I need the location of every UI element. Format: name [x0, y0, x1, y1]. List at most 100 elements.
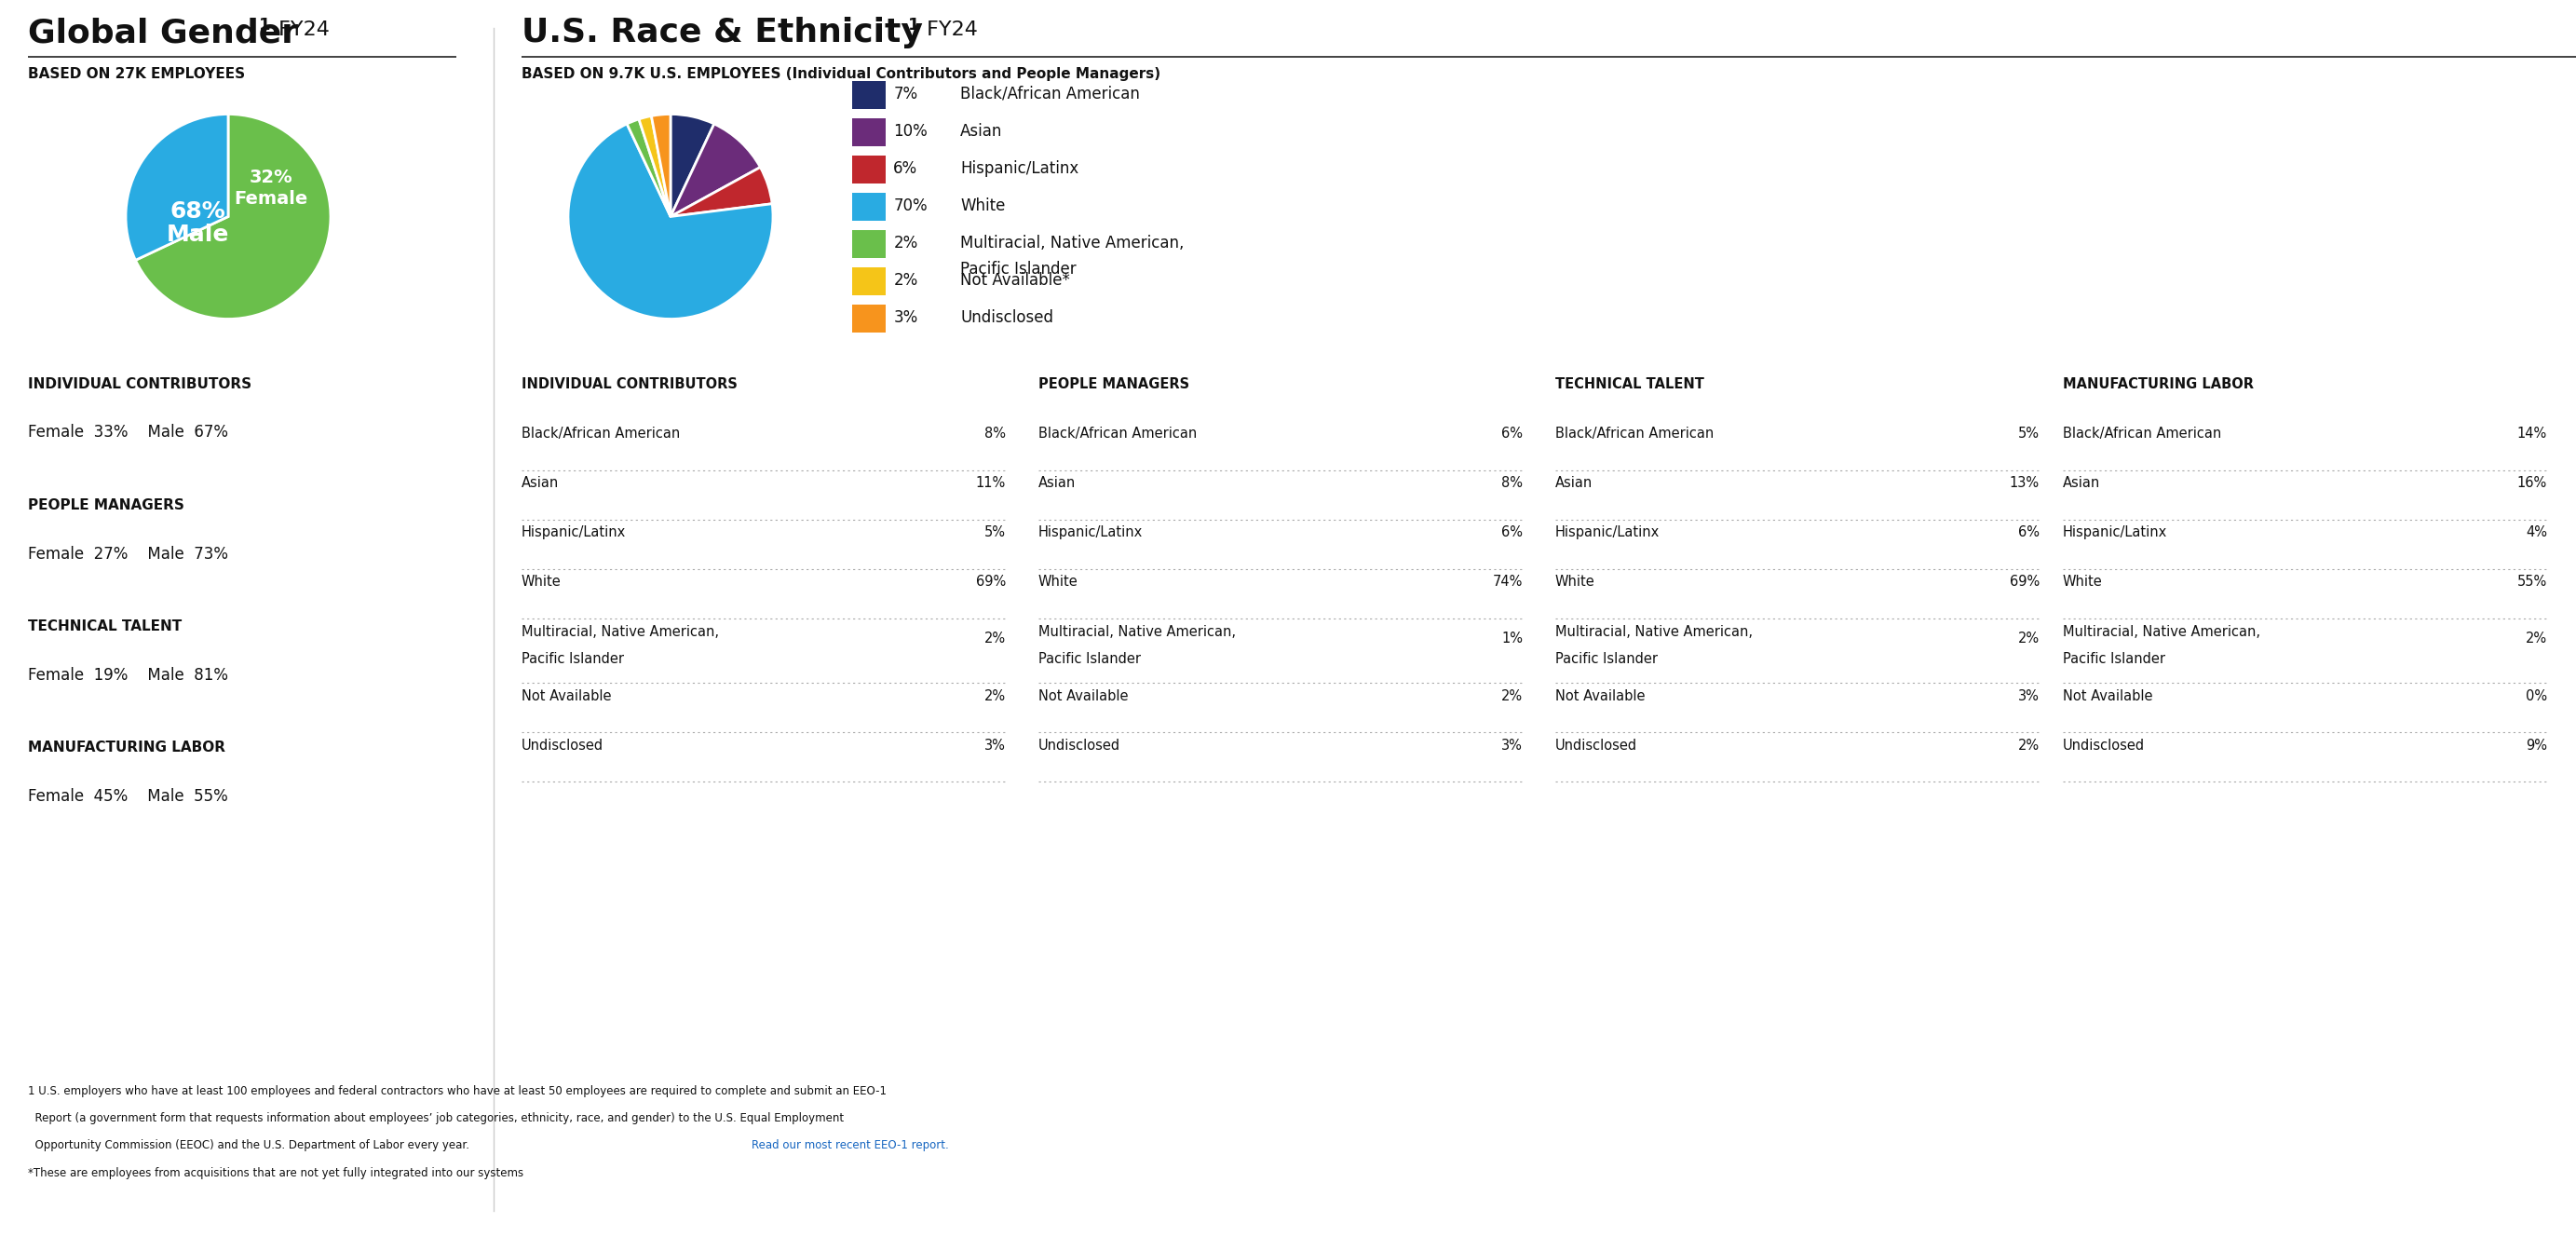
Text: Undisclosed: Undisclosed: [1038, 738, 1121, 752]
Text: MANUFACTURING LABOR: MANUFACTURING LABOR: [28, 741, 224, 755]
Wedge shape: [652, 114, 670, 216]
Wedge shape: [626, 119, 670, 216]
Text: 2%: 2%: [2017, 738, 2040, 752]
Text: 2%: 2%: [894, 235, 917, 251]
Wedge shape: [639, 116, 670, 216]
Text: 6%: 6%: [2017, 526, 2040, 539]
Wedge shape: [670, 124, 760, 216]
Text: 6%: 6%: [1502, 427, 1522, 440]
Text: Asian: Asian: [520, 476, 559, 490]
Text: FY24: FY24: [273, 21, 330, 40]
Text: Black/African American: Black/African American: [520, 427, 680, 440]
Text: White: White: [961, 197, 1005, 214]
Wedge shape: [126, 114, 229, 260]
Text: BASED ON 9.7K U.S. EMPLOYEES (Individual Contributors and People Managers): BASED ON 9.7K U.S. EMPLOYEES (Individual…: [520, 67, 1162, 82]
Text: Female  33%    Male  67%: Female 33% Male 67%: [28, 424, 229, 442]
Text: 1: 1: [907, 17, 920, 33]
Text: 2%: 2%: [1502, 689, 1522, 703]
Text: INDIVIDUAL CONTRIBUTORS: INDIVIDUAL CONTRIBUTORS: [520, 377, 737, 391]
Text: 6%: 6%: [1502, 526, 1522, 539]
Text: Hispanic/Latinx: Hispanic/Latinx: [1038, 526, 1144, 539]
Text: 13%: 13%: [2009, 476, 2040, 490]
Text: 9%: 9%: [2524, 738, 2548, 752]
Text: Black/African American: Black/African American: [2063, 427, 2221, 440]
Text: Report (a government form that requests information about employees’ job categor: Report (a government form that requests …: [28, 1112, 845, 1124]
Text: Pacific Islander: Pacific Islander: [1038, 652, 1141, 666]
Text: Female  19%    Male  81%: Female 19% Male 81%: [28, 667, 229, 684]
Text: Undisclosed: Undisclosed: [520, 738, 603, 752]
Text: Multiracial, Native American,: Multiracial, Native American,: [2063, 625, 2259, 638]
Text: TECHNICAL TALENT: TECHNICAL TALENT: [28, 620, 183, 633]
Text: 0%: 0%: [2524, 689, 2548, 703]
Text: Female: Female: [234, 190, 309, 208]
Text: 10%: 10%: [894, 122, 927, 140]
Text: Asian: Asian: [1556, 476, 1592, 490]
Text: TECHNICAL TALENT: TECHNICAL TALENT: [1556, 377, 1705, 391]
Text: Pacific Islander: Pacific Islander: [520, 652, 623, 666]
Text: Hispanic/Latinx: Hispanic/Latinx: [1556, 526, 1659, 539]
Text: Hispanic/Latinx: Hispanic/Latinx: [961, 160, 1079, 177]
Text: 74%: 74%: [1492, 575, 1522, 589]
Text: 3%: 3%: [894, 309, 917, 325]
Text: Read our most recent EEO-1 report.: Read our most recent EEO-1 report.: [752, 1139, 948, 1152]
Text: 6%: 6%: [894, 160, 917, 177]
Text: 2%: 2%: [894, 272, 917, 288]
Text: Asian: Asian: [961, 122, 1002, 140]
Text: 8%: 8%: [1502, 476, 1522, 490]
Text: 2%: 2%: [984, 689, 1005, 703]
Text: Not Available: Not Available: [2063, 689, 2154, 703]
Text: 14%: 14%: [2517, 427, 2548, 440]
Text: Pacific Islander: Pacific Islander: [1556, 652, 1659, 666]
Wedge shape: [670, 114, 714, 216]
Text: Pacific Islander: Pacific Islander: [961, 261, 1077, 277]
Text: Hispanic/Latinx: Hispanic/Latinx: [2063, 526, 2166, 539]
Text: Hispanic/Latinx: Hispanic/Latinx: [520, 526, 626, 539]
Text: Multiracial, Native American,: Multiracial, Native American,: [520, 625, 719, 638]
Text: Multiracial, Native American,: Multiracial, Native American,: [1038, 625, 1236, 638]
Text: U.S. Race & Ethnicity: U.S. Race & Ethnicity: [520, 17, 922, 48]
Text: MANUFACTURING LABOR: MANUFACTURING LABOR: [2063, 377, 2254, 391]
Text: 69%: 69%: [2009, 575, 2040, 589]
Text: 55%: 55%: [2517, 575, 2548, 589]
Text: Not Available*: Not Available*: [961, 272, 1069, 288]
Text: White: White: [1556, 575, 1595, 589]
Text: Multiracial, Native American,: Multiracial, Native American,: [1556, 625, 1752, 638]
Text: Black/African American: Black/African American: [1556, 427, 1713, 440]
Text: 3%: 3%: [1502, 738, 1522, 752]
Text: Female  27%    Male  73%: Female 27% Male 73%: [28, 546, 229, 563]
Text: 70%: 70%: [894, 197, 927, 214]
Text: Not Available: Not Available: [520, 689, 611, 703]
Text: Male: Male: [165, 224, 229, 246]
Text: 1 U.S. employers who have at least 100 employees and federal contractors who hav: 1 U.S. employers who have at least 100 e…: [28, 1085, 886, 1097]
Text: 11%: 11%: [976, 476, 1005, 490]
Wedge shape: [569, 124, 773, 319]
Text: Female  45%    Male  55%: Female 45% Male 55%: [28, 788, 227, 805]
Text: 3%: 3%: [2017, 689, 2040, 703]
Text: 3%: 3%: [984, 738, 1005, 752]
Wedge shape: [670, 167, 773, 216]
Text: PEOPLE MANAGERS: PEOPLE MANAGERS: [28, 499, 185, 512]
Text: 5%: 5%: [984, 526, 1005, 539]
Text: BASED ON 27K EMPLOYEES: BASED ON 27K EMPLOYEES: [28, 67, 245, 82]
Text: 68%: 68%: [170, 200, 224, 223]
Text: PEOPLE MANAGERS: PEOPLE MANAGERS: [1038, 377, 1190, 391]
Text: 4%: 4%: [2524, 526, 2548, 539]
Text: 69%: 69%: [976, 575, 1005, 589]
Text: INDIVIDUAL CONTRIBUTORS: INDIVIDUAL CONTRIBUTORS: [28, 377, 252, 391]
Text: 16%: 16%: [2517, 476, 2548, 490]
Text: 5%: 5%: [2017, 427, 2040, 440]
Text: Black/African American: Black/African American: [961, 85, 1141, 103]
Text: Black/African American: Black/African American: [1038, 427, 1198, 440]
Text: Undisclosed: Undisclosed: [1556, 738, 1638, 752]
Text: FY24: FY24: [920, 21, 979, 40]
Text: Opportunity Commission (EEOC) and the U.S. Department of Labor every year.: Opportunity Commission (EEOC) and the U.…: [28, 1139, 474, 1152]
Text: 2%: 2%: [984, 631, 1005, 646]
Text: Global Gender: Global Gender: [28, 17, 299, 48]
Text: 1: 1: [260, 17, 270, 33]
Text: White: White: [520, 575, 562, 589]
Text: Asian: Asian: [1038, 476, 1077, 490]
Text: 8%: 8%: [984, 427, 1005, 440]
Text: Pacific Islander: Pacific Islander: [2063, 652, 2166, 666]
Text: Not Available: Not Available: [1556, 689, 1646, 703]
Text: White: White: [2063, 575, 2102, 589]
